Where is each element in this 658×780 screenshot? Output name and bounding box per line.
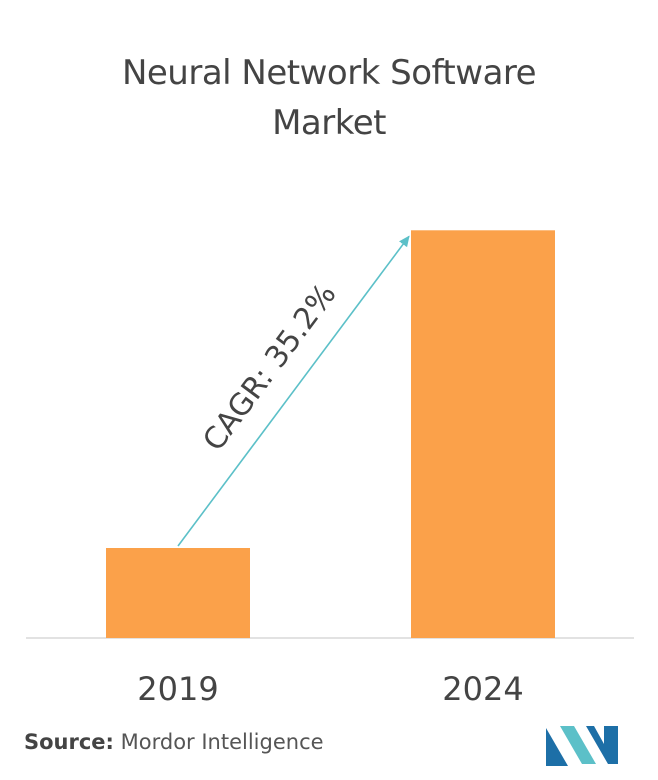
x-tick-label-2019: 2019 bbox=[137, 670, 218, 708]
logo-shape-left bbox=[546, 728, 568, 766]
bar-2024 bbox=[411, 230, 555, 639]
logo-shape-mid bbox=[560, 726, 596, 764]
chart-title: Neural Network Software Market bbox=[0, 48, 658, 148]
chart-title-line-1: Neural Network Software bbox=[121, 53, 537, 93]
cagr-label: CAGR: 35.2% bbox=[196, 277, 343, 457]
x-tick-label-2024: 2024 bbox=[442, 670, 523, 708]
source-label: Source: bbox=[24, 730, 114, 754]
source-note: Source: Mordor Intelligence bbox=[24, 730, 324, 754]
logo-shape-right bbox=[586, 726, 618, 764]
source-name: Mordor Intelligence bbox=[120, 730, 324, 754]
x-tick-labels: 2019 2024 bbox=[137, 670, 523, 708]
chart-title-line-2: Market bbox=[272, 103, 386, 143]
bars-group bbox=[106, 230, 555, 639]
cagr-arrow bbox=[177, 235, 410, 547]
bar-2019 bbox=[106, 548, 250, 638]
mordor-intelligence-logo-icon bbox=[546, 726, 618, 766]
